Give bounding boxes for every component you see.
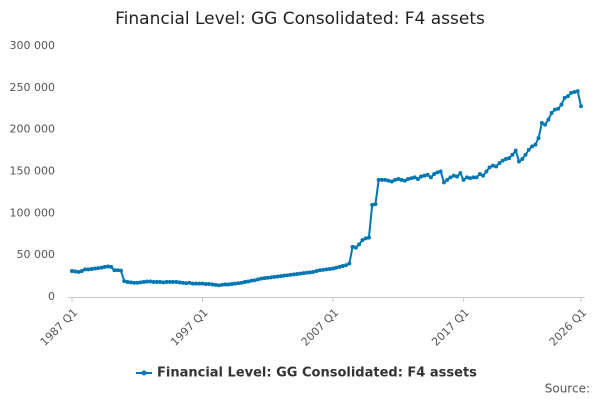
y-tick-label: 150 000 xyxy=(10,165,56,178)
source: Source: xyxy=(545,382,590,396)
y-tick-label: 200 000 xyxy=(10,123,56,136)
x-tick-label: 1997 Q1 xyxy=(168,306,211,349)
y-tick-label: 250 000 xyxy=(10,81,56,94)
x-tick-label: 2026 Q1 xyxy=(547,306,590,349)
y-tick-label: 0 xyxy=(48,290,55,303)
y-tick-label: 300 000 xyxy=(10,39,56,52)
y-tick-label: 50 000 xyxy=(17,248,56,261)
legend-label: Financial Level: GG Consolidated: F4 ass… xyxy=(157,366,477,381)
y-tick-label: 100 000 xyxy=(10,206,56,219)
chart-title: Financial Level: GG Consolidated: F4 ass… xyxy=(115,9,485,29)
x-tick-label: 2017 Q1 xyxy=(429,306,472,349)
x-tick-label: 2007 Q1 xyxy=(299,306,342,349)
series-line xyxy=(70,89,583,288)
x-tick-label: 1987 Q1 xyxy=(38,306,81,349)
legend-marker xyxy=(141,370,147,376)
